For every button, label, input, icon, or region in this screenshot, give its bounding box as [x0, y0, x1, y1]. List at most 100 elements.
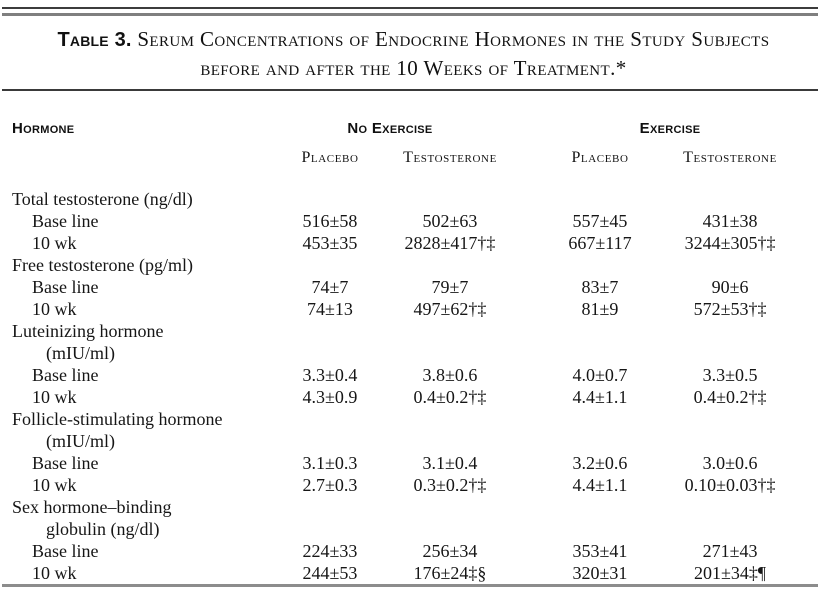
- value-cell: 3.2±0.6: [572, 453, 628, 473]
- row-label: Total testosterone (ng/dl): [12, 189, 193, 209]
- table-row: 10 wk 4.3±0.9 0.4±0.2†‡ 4.4±1.1 0.4±0.2†…: [10, 386, 800, 408]
- value-cell: 79±7: [431, 277, 469, 297]
- value-cell: 3.8±0.6: [422, 365, 478, 385]
- table-title-line2: before and after the 10 Weeks of Treatme…: [200, 56, 627, 80]
- value-cell: 4.4±1.1: [572, 475, 628, 495]
- value-cell: 201±34‡¶: [693, 563, 767, 583]
- table-number: Table 3.: [57, 29, 132, 51]
- value-cell: 320±31: [572, 563, 628, 583]
- value-cell: 0.4±0.2†‡: [693, 387, 767, 407]
- value-cell: 81±9: [581, 299, 619, 319]
- value-cell: 3.0±0.6: [702, 453, 758, 473]
- row-label: 10 wk: [32, 299, 77, 319]
- top-rule-thick: [2, 13, 818, 16]
- column-spacer: [510, 386, 540, 408]
- table-row: Base line 516±58 502±63 557±45 431±38: [10, 210, 800, 232]
- table-row: Luteinizing hormone: [10, 320, 800, 342]
- table-title: Table 3. Serum Concentrations of Endocri…: [0, 25, 827, 82]
- bottom-rule: [2, 584, 818, 587]
- value-cell: 0.3±0.2†‡: [413, 475, 487, 495]
- value-cell: 497±62†‡: [413, 299, 487, 319]
- column-spacer: [510, 364, 540, 386]
- row-label: 10 wk: [32, 475, 77, 495]
- value-cell: 0.4±0.2†‡: [413, 387, 487, 407]
- table-row: Follicle-stimulating hormone: [10, 408, 800, 430]
- row-label: (mIU/ml): [46, 343, 115, 363]
- table-row: 10 wk 74±13 497±62†‡ 81±9 572±53†‡: [10, 298, 800, 320]
- table-row: 10 wk 244±53 176±24‡§ 320±31 201±34‡¶: [10, 562, 800, 584]
- value-cell: 3.3±0.4: [302, 365, 358, 385]
- row-label: Base line: [32, 211, 99, 231]
- value-cell: 453±35: [302, 233, 358, 253]
- value-cell: 74±7: [311, 277, 349, 297]
- row-label: globulin (ng/dl): [46, 519, 160, 539]
- spacer-row: [10, 172, 800, 188]
- table-row: Base line 74±7 79±7 83±7 90±6: [10, 276, 800, 298]
- column-header-row: Placebo Testosterone Placebo Testosteron…: [10, 144, 800, 172]
- column-spacer: [510, 540, 540, 562]
- table-row: Total testosterone (ng/dl): [10, 188, 800, 210]
- column-header-placebo-1: Placebo: [301, 149, 359, 166]
- row-label: Follicle-stimulating hormone: [12, 409, 223, 429]
- table-row: Base line 224±33 256±34 353±41 271±43: [10, 540, 800, 562]
- table-row: 10 wk 453±35 2828±417†‡ 667±117 3244±305…: [10, 232, 800, 254]
- value-cell: 667±117: [568, 233, 632, 253]
- table-row: (mIU/ml): [10, 430, 800, 452]
- table-row: Sex hormone–binding: [10, 496, 800, 518]
- value-cell: 516±58: [302, 211, 358, 231]
- table-row: 10 wk 2.7±0.3 0.3±0.2†‡ 4.4±1.1 0.10±0.0…: [10, 474, 800, 496]
- table-row: Base line 3.1±0.3 3.1±0.4 3.2±0.6 3.0±0.…: [10, 452, 800, 474]
- group-header-exercise: Exercise: [639, 120, 701, 137]
- row-label: 10 wk: [32, 387, 77, 407]
- value-cell: 3.1±0.4: [422, 453, 478, 473]
- column-header-hormone: Hormone: [12, 120, 75, 137]
- value-cell: 431±38: [702, 211, 758, 231]
- column-spacer: [510, 116, 540, 172]
- row-label: Base line: [32, 277, 99, 297]
- top-rule-thin: [2, 7, 818, 9]
- value-cell: 256±34: [422, 541, 478, 561]
- value-cell: 224±33: [302, 541, 358, 561]
- hormone-table: Hormone No Exercise Exercise Placebo Tes…: [10, 116, 800, 584]
- value-cell: 83±7: [581, 277, 619, 297]
- value-cell: 4.0±0.7: [572, 365, 628, 385]
- value-cell: 90±6: [711, 277, 749, 297]
- value-cell: 2828±417†‡: [404, 233, 496, 253]
- column-header-testosterone-2: Testosterone: [683, 149, 777, 166]
- value-cell: 353±41: [572, 541, 628, 561]
- table-row: Base line 3.3±0.4 3.8±0.6 4.0±0.7 3.3±0.…: [10, 364, 800, 386]
- column-header-placebo-2: Placebo: [571, 149, 629, 166]
- row-label: Luteinizing hormone: [12, 321, 164, 341]
- value-cell: 572±53†‡: [693, 299, 767, 319]
- group-header-row: Hormone No Exercise Exercise: [10, 116, 800, 144]
- value-cell: 2.7±0.3: [302, 475, 358, 495]
- column-spacer: [510, 562, 540, 584]
- row-label: 10 wk: [32, 563, 77, 583]
- title-divider-rule: [2, 89, 818, 91]
- table-title-line1: Table 3. Serum Concentrations of Endocri…: [0, 25, 827, 54]
- value-cell: 74±13: [307, 299, 353, 319]
- value-cell: 4.3±0.9: [302, 387, 358, 407]
- value-cell: 3244±305†‡: [684, 233, 776, 253]
- table-title-text: Serum Concentrations of Endocrine Hormon…: [137, 27, 770, 51]
- value-cell: 502±63: [422, 211, 478, 231]
- table-row: Free testosterone (pg/ml): [10, 254, 800, 276]
- value-cell: 3.3±0.5: [702, 365, 758, 385]
- column-spacer: [510, 210, 540, 232]
- column-spacer: [510, 298, 540, 320]
- table-row: globulin (ng/dl): [10, 518, 800, 540]
- row-label: Base line: [32, 453, 99, 473]
- column-spacer: [510, 474, 540, 496]
- column-spacer: [510, 232, 540, 254]
- column-header-testosterone-1: Testosterone: [403, 149, 497, 166]
- group-header-no-exercise: No Exercise: [347, 120, 433, 137]
- row-label: Base line: [32, 365, 99, 385]
- row-label: 10 wk: [32, 233, 77, 253]
- value-cell: 244±53: [302, 563, 358, 583]
- row-label: Sex hormone–binding: [12, 497, 172, 517]
- value-cell: 557±45: [572, 211, 628, 231]
- row-label: Base line: [32, 541, 99, 561]
- table-row: (mIU/ml): [10, 342, 800, 364]
- column-spacer: [510, 276, 540, 298]
- spacer-cell: [10, 172, 800, 188]
